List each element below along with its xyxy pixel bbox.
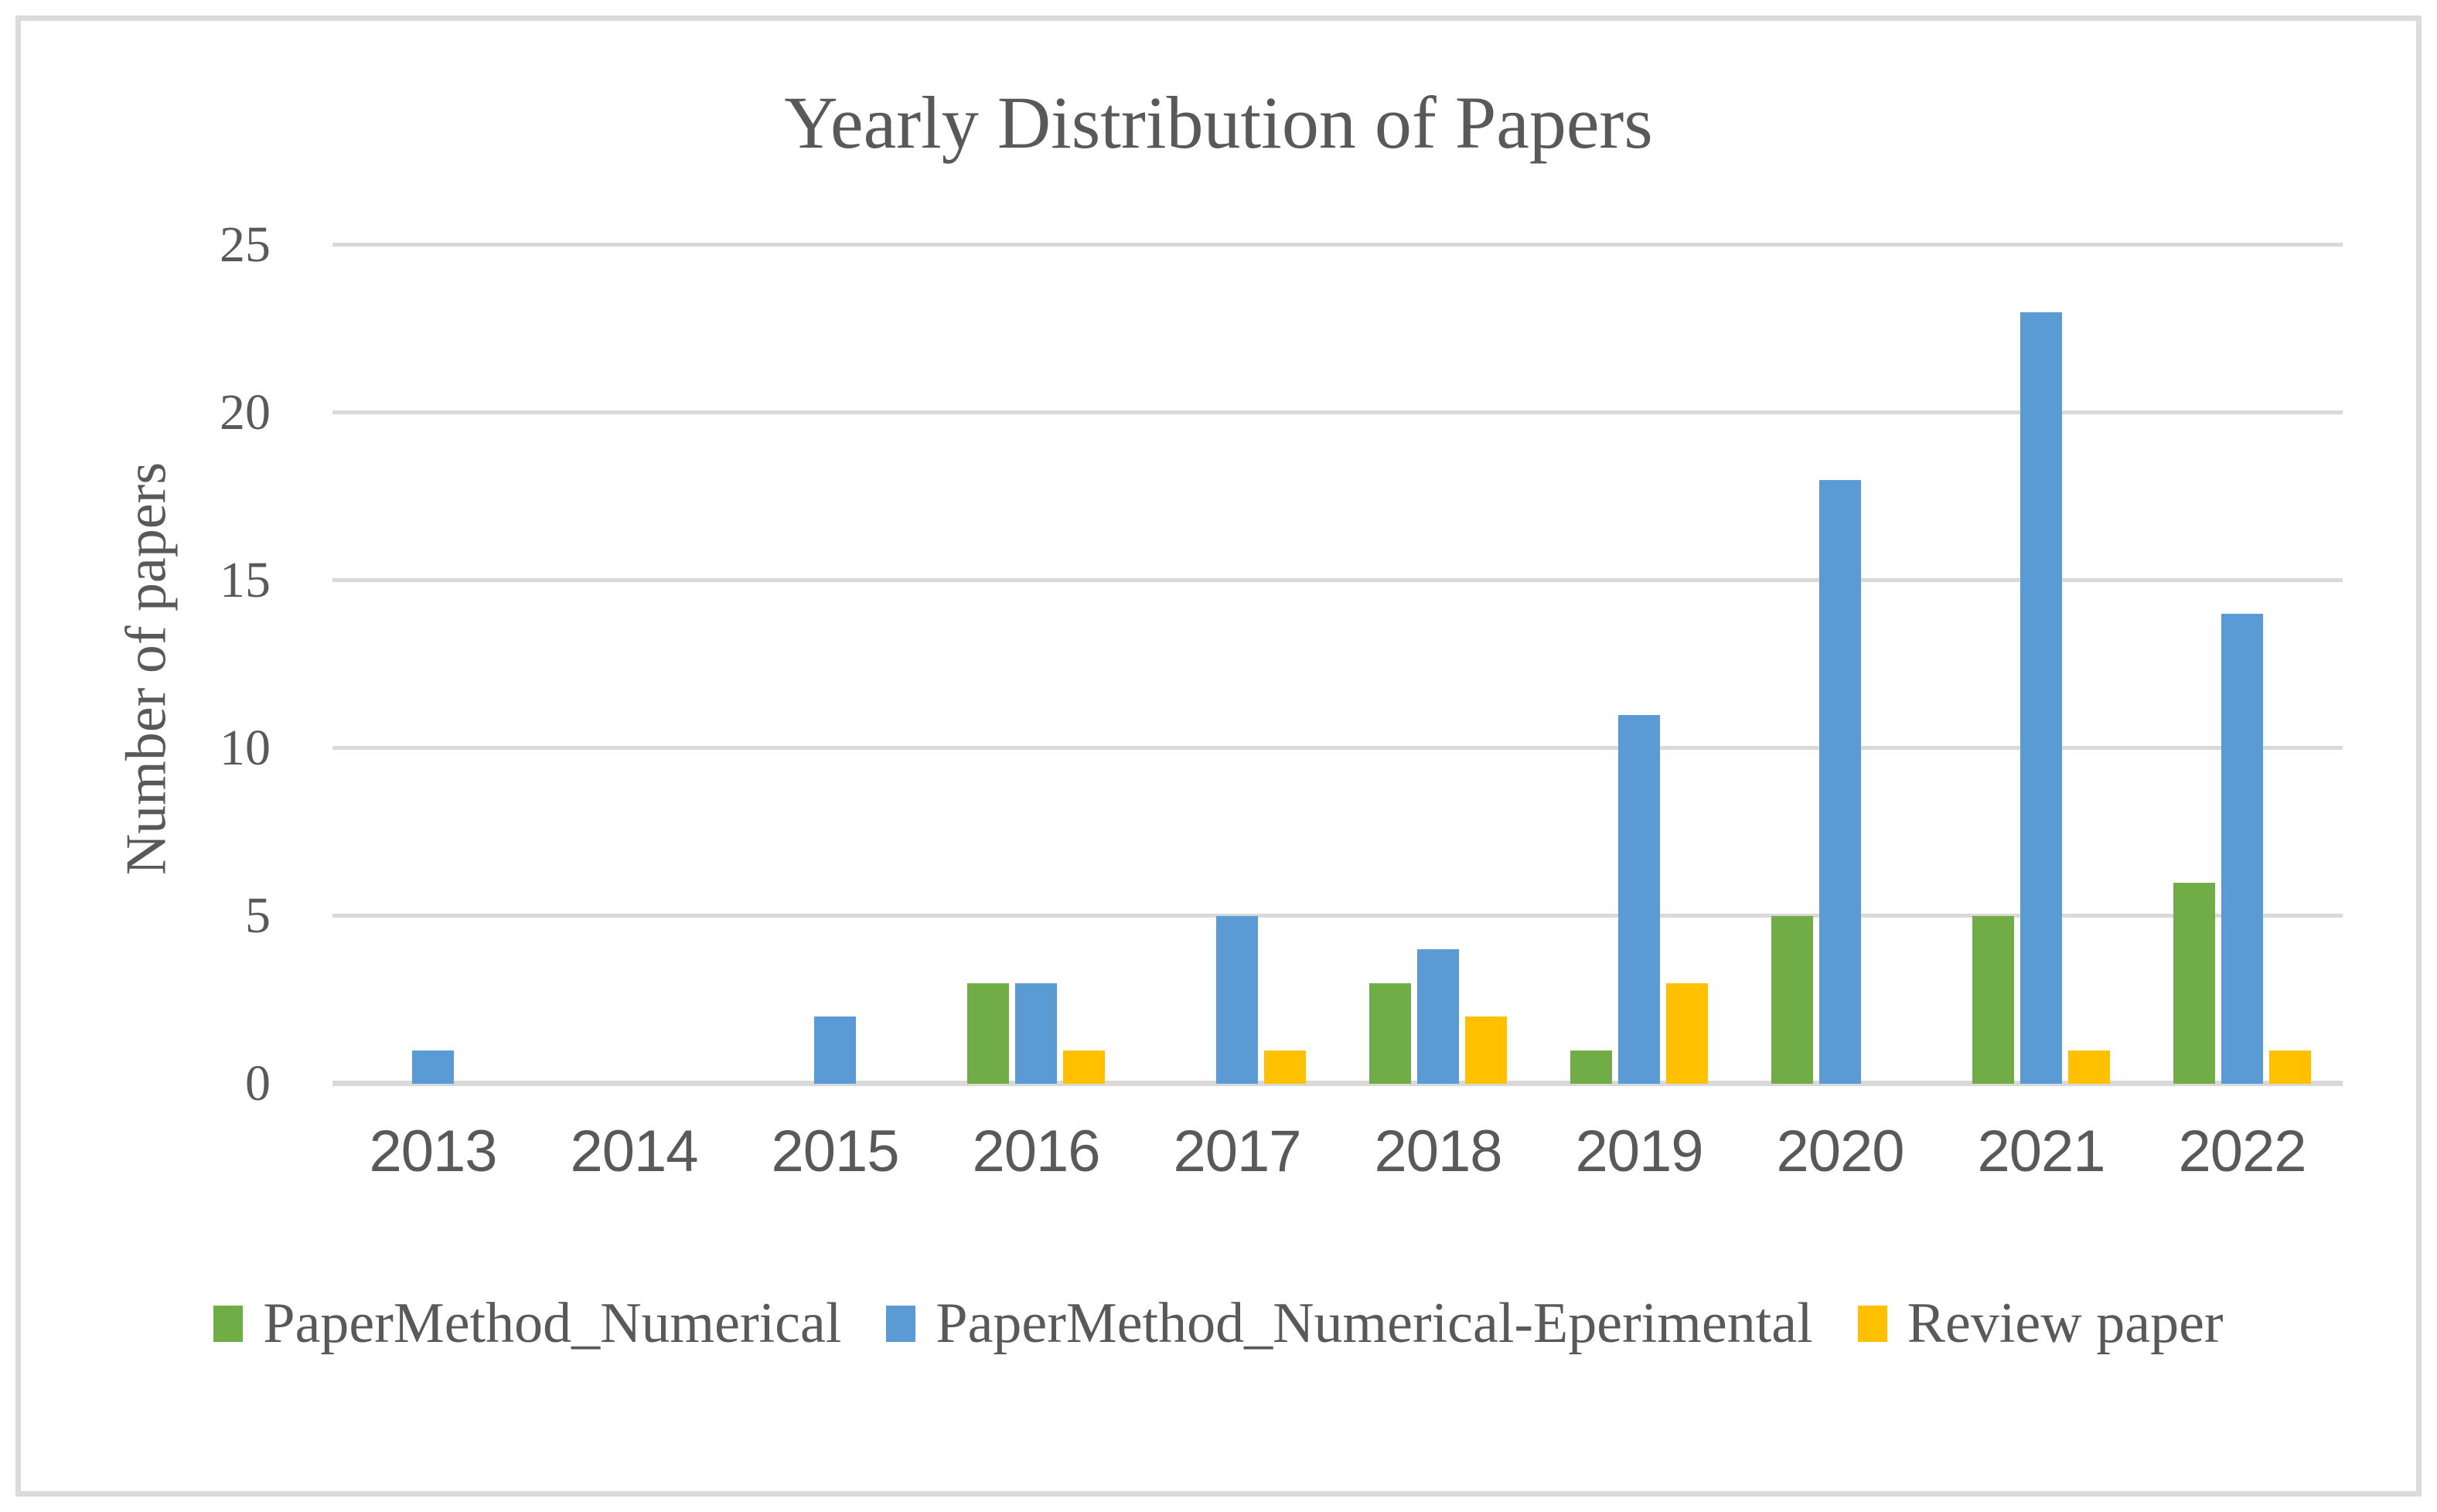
bar-2019-papermethod-numerical	[1570, 1050, 1612, 1084]
y-tick-label-5: 5	[245, 887, 271, 944]
gridline-20	[332, 410, 2343, 414]
legend-label: Review paper	[1907, 1292, 2224, 1355]
bar-group-2013	[332, 245, 533, 1084]
bar-2022-papermethod-numerical	[2173, 882, 2215, 1084]
legend-item: Review paper	[1857, 1285, 2224, 1362]
x-axis-tick-labels: 2013 2014 2015 2016 2017 2018 2019 2020 2021 2022	[332, 1117, 2343, 1187]
chart-border-frame	[15, 15, 2422, 1497]
bar-group-2019	[1539, 245, 1740, 1084]
y-tick-label-10: 10	[220, 720, 271, 776]
x-tick-label-2020: 2020	[1776, 1119, 1904, 1184]
bar-2018-papermethod-numerical	[1369, 982, 1411, 1084]
legend-swatch-icon	[213, 1305, 244, 1342]
x-tick-label-2014: 2014	[570, 1119, 698, 1184]
bar-2016-papermethod-numerical	[967, 982, 1009, 1084]
bar-2019-review-paper	[1666, 982, 1708, 1084]
legend-label: PaperMethod_Numerical	[263, 1292, 842, 1355]
legend-label: PaperMethod_Numerical-Eperimental	[936, 1292, 1813, 1355]
plot-area	[332, 243, 2343, 1086]
bar-group-2018	[1338, 245, 1539, 1084]
x-tick-label-2019: 2019	[1575, 1119, 1703, 1184]
bar-series-area	[332, 245, 2343, 1084]
legend: PaperMethod_Numerical PaperMethod_Numeric…	[46, 1285, 2391, 1362]
x-tick-label-2016: 2016	[972, 1119, 1100, 1184]
gridline-25	[332, 243, 2343, 247]
bar-2015-papermethod-numerical-eperimental	[814, 1017, 856, 1084]
bar-2021-papermethod-numerical	[1972, 916, 2014, 1084]
y-tick-label-25: 25	[220, 216, 271, 273]
legend-swatch-icon	[1857, 1305, 1887, 1342]
x-tick-label-2021: 2021	[1977, 1119, 2105, 1184]
bar-2021-papermethod-numerical-eperimental	[2020, 312, 2062, 1084]
bar-2018-review-paper	[1465, 1017, 1507, 1084]
x-tick-label-2013: 2013	[369, 1119, 497, 1184]
legend-item: PaperMethod_Numerical-Eperimental	[886, 1285, 1813, 1362]
bar-2018-papermethod-numerical-eperimental	[1417, 949, 1459, 1084]
y-tick-label-0: 0	[245, 1055, 271, 1112]
bar-2016-review-paper	[1063, 1050, 1105, 1084]
gridline-10	[332, 746, 2343, 750]
x-tick-label-2017: 2017	[1173, 1119, 1301, 1184]
bar-group-2015	[735, 245, 936, 1084]
bar-2022-papermethod-numerical-eperimental	[2221, 614, 2263, 1084]
bar-2016-papermethod-numerical-eperimental	[1015, 982, 1057, 1084]
bar-2020-papermethod-numerical-eperimental	[1819, 479, 1861, 1084]
gridline-15	[332, 578, 2343, 582]
gridline-0	[332, 1081, 2343, 1086]
bar-group-2021	[1941, 245, 2142, 1084]
y-tick-label-20: 20	[220, 384, 271, 441]
bar-2022-review-paper	[2269, 1050, 2311, 1084]
bar-2020-papermethod-numerical	[1771, 916, 1813, 1084]
gridline-5	[332, 914, 2343, 918]
y-axis-tick-labels: 0 5 10 15 20 25	[0, 220, 271, 1109]
x-tick-label-2022: 2022	[2178, 1119, 2306, 1184]
bar-group-2017	[1137, 245, 1338, 1084]
bar-group-2020	[1740, 245, 1941, 1084]
x-tick-label-2018: 2018	[1374, 1119, 1502, 1184]
bar-2017-review-paper	[1264, 1050, 1306, 1084]
legend-item: PaperMethod_Numerical	[213, 1285, 841, 1362]
chart-title: Yearly Distribution of Papers	[784, 81, 1653, 164]
bar-2021-review-paper	[2068, 1050, 2110, 1084]
x-tick-label-2015: 2015	[771, 1119, 899, 1184]
y-tick-label-15: 15	[220, 552, 271, 608]
bar-2013-papermethod-numerical-eperimental	[412, 1050, 454, 1084]
legend-swatch-icon	[886, 1305, 916, 1342]
bar-2017-papermethod-numerical-eperimental	[1216, 916, 1258, 1084]
bar-2019-papermethod-numerical-eperimental	[1618, 714, 1660, 1084]
bar-group-2022	[2142, 245, 2343, 1084]
bar-group-2014	[533, 245, 735, 1084]
bar-group-2016	[936, 245, 1137, 1084]
